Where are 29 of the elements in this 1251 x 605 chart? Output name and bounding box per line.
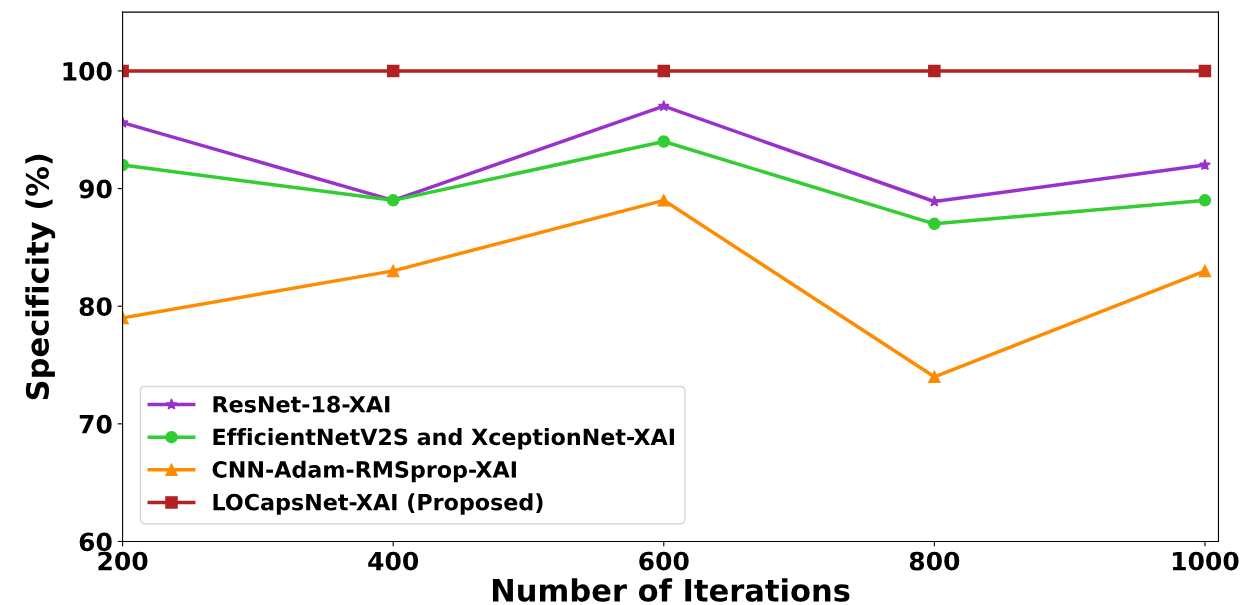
point — [657, 135, 671, 148]
x-tick-label: 200 — [98, 551, 148, 571]
y-tick-label: 70 — [79, 414, 112, 434]
point — [657, 64, 671, 78]
x-axis-title: Number of Iterations — [492, 578, 850, 602]
point — [1198, 158, 1211, 171]
point — [928, 370, 941, 384]
legend-label: LOCapsNet-XAI (Proposed) — [213, 493, 543, 515]
x-tick-label: 400 — [368, 551, 419, 571]
point — [386, 264, 400, 278]
point — [928, 217, 941, 231]
legend-label: CNN-Adam-RMSprop-XAI — [212, 460, 516, 483]
point — [1198, 64, 1212, 78]
x-tick-label: 800 — [909, 551, 960, 571]
y-tick-label: 80 — [79, 297, 112, 317]
point — [1198, 264, 1212, 278]
x-tick-label: 1000 — [1172, 551, 1239, 571]
point — [386, 64, 400, 78]
y-tick-label: 100 — [63, 61, 112, 81]
point — [1198, 194, 1212, 207]
y-axis-title: Specificity (%) — [25, 154, 56, 400]
y-tick-label: 90 — [79, 179, 112, 199]
point — [657, 194, 671, 207]
point — [928, 64, 941, 78]
legend-label: EfficientNetV2S and XceptionNet-XAI — [213, 428, 674, 450]
legend-label: ResNet-18-XAI — [213, 395, 390, 413]
point — [657, 99, 670, 112]
y-tick-label: 60 — [79, 532, 112, 552]
x-tick-label: 600 — [639, 551, 689, 571]
